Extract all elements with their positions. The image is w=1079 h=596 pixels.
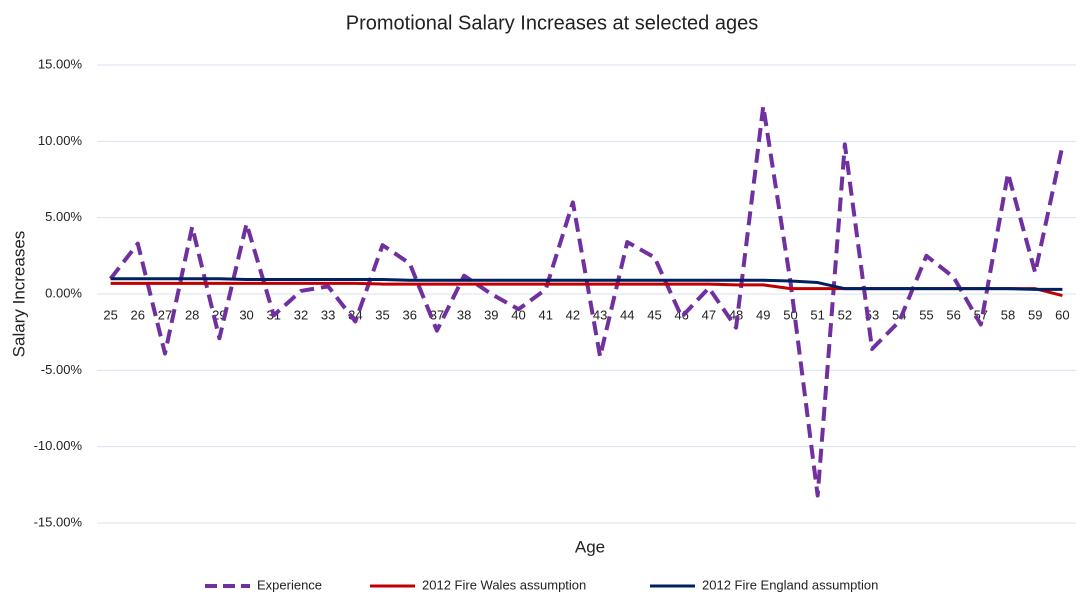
x-tick-label: 42	[566, 307, 580, 322]
y-tick-label: 5.00%	[45, 209, 82, 224]
x-axis-title: Age	[575, 537, 605, 556]
x-tick-label: 37	[430, 307, 444, 322]
x-tick-label: 26	[131, 307, 145, 322]
x-tick-label: 28	[185, 307, 199, 322]
x-tick-label: 59	[1028, 307, 1042, 322]
chart-title: Promotional Salary Increases at selected…	[346, 12, 758, 34]
x-tick-label: 45	[647, 307, 661, 322]
x-tick-label: 32	[294, 307, 308, 322]
x-tick-label: 49	[756, 307, 770, 322]
x-tick-label: 57	[974, 307, 988, 322]
y-tick-label: -15.00%	[34, 514, 83, 529]
legend-label: 2012 Fire England assumption	[702, 577, 878, 592]
y-tick-label: -10.00%	[34, 438, 83, 453]
y-tick-label: 10.00%	[38, 133, 83, 148]
x-tick-label: 43	[593, 307, 607, 322]
x-tick-label: 35	[375, 307, 389, 322]
x-tick-label: 52	[838, 307, 852, 322]
y-tick-label: -5.00%	[41, 362, 83, 377]
x-tick-label: 36	[403, 307, 417, 322]
legend-label: Experience	[257, 577, 322, 592]
series-line	[110, 277, 1063, 291]
x-tick-label: 55	[919, 307, 933, 322]
x-tick-label: 56	[946, 307, 960, 322]
x-tick-label: 41	[538, 307, 552, 322]
x-tick-label: 38	[457, 307, 471, 322]
x-tick-label: 48	[729, 307, 743, 322]
x-tick-label: 58	[1001, 307, 1015, 322]
x-tick-label: 25	[103, 307, 117, 322]
y-tick-label: 0.00%	[45, 285, 82, 300]
x-tick-label: 33	[321, 307, 335, 322]
x-tick-label: 47	[702, 307, 716, 322]
x-tick-label: 27	[158, 307, 172, 322]
y-tick-label: 15.00%	[38, 56, 83, 71]
x-tick-label: 40	[511, 307, 525, 322]
y-axis-title: Salary Increases	[9, 231, 28, 358]
series-line	[109, 104, 1065, 498]
legend-label: 2012 Fire Wales assumption	[422, 577, 586, 592]
x-tick-label: 39	[484, 307, 498, 322]
x-tick-label: 51	[810, 307, 824, 322]
x-tick-label: 60	[1055, 307, 1069, 322]
x-tick-label: 44	[620, 307, 634, 322]
x-tick-label: 30	[239, 307, 253, 322]
